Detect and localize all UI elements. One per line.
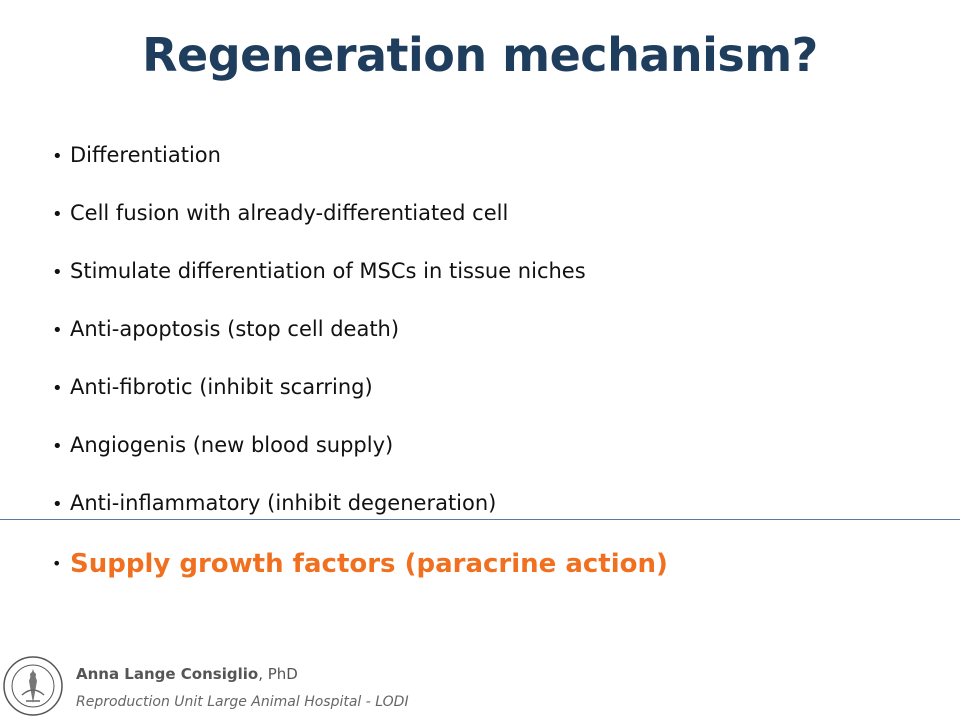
bullet-dot-icon: • (52, 494, 63, 515)
bullet-item: • Cell fusion with already-differentiated… (52, 201, 508, 225)
bullet-item: • Anti-inflammatory (inhibit degeneration… (52, 491, 496, 515)
author-name: Anna Lange Consiglio (76, 665, 259, 683)
bullet-item: • Anti-fibrotic (inhibit scarring) (52, 375, 373, 399)
bullet-item: • Stimulate differentiation of MSCs in ti… (52, 259, 586, 283)
university-seal-icon (3, 656, 63, 716)
author-credit: Anna Lange Consiglio, PhD (76, 665, 298, 683)
bullet-item-highlight: • Supply growth factors (paracrine action… (52, 549, 668, 579)
divider-line (0, 519, 960, 520)
bullet-dot-icon: • (52, 436, 63, 457)
bullet-dot-icon: • (52, 320, 63, 341)
highlight-text: Supply growth factors (paracrine action) (70, 549, 668, 579)
bullet-item: • Anti-apoptosis (stop cell death) (52, 317, 399, 341)
bullet-text: Stimulate differentiation of MSCs in tis… (70, 259, 586, 283)
bullet-item: • Angiogenis (new blood supply) (52, 433, 393, 457)
bullet-text: Anti-fibrotic (inhibit scarring) (70, 375, 373, 399)
unit-label: Reproduction Unit Large Animal Hospital … (76, 694, 409, 710)
bullet-text: Anti-apoptosis (stop cell death) (70, 317, 400, 341)
bullet-text: Angiogenis (new blood supply) (70, 433, 394, 457)
bullet-dot-icon: • (52, 262, 63, 283)
bullet-dot-icon: • (52, 378, 63, 399)
slide-title: Regeneration mechanism? (142, 28, 818, 82)
bullet-text: Differentiation (70, 143, 221, 167)
bullet-item: • Differentiation (52, 143, 221, 167)
bullet-dot-icon: • (52, 204, 63, 225)
bullet-dot-icon: • (52, 554, 62, 573)
author-suffix: , PhD (258, 665, 298, 683)
bullet-text: Cell fusion with already-differentiated … (70, 201, 509, 225)
bullet-dot-icon: • (52, 146, 63, 167)
bullet-text: Anti-inflammatory (inhibit degeneration) (70, 491, 497, 515)
